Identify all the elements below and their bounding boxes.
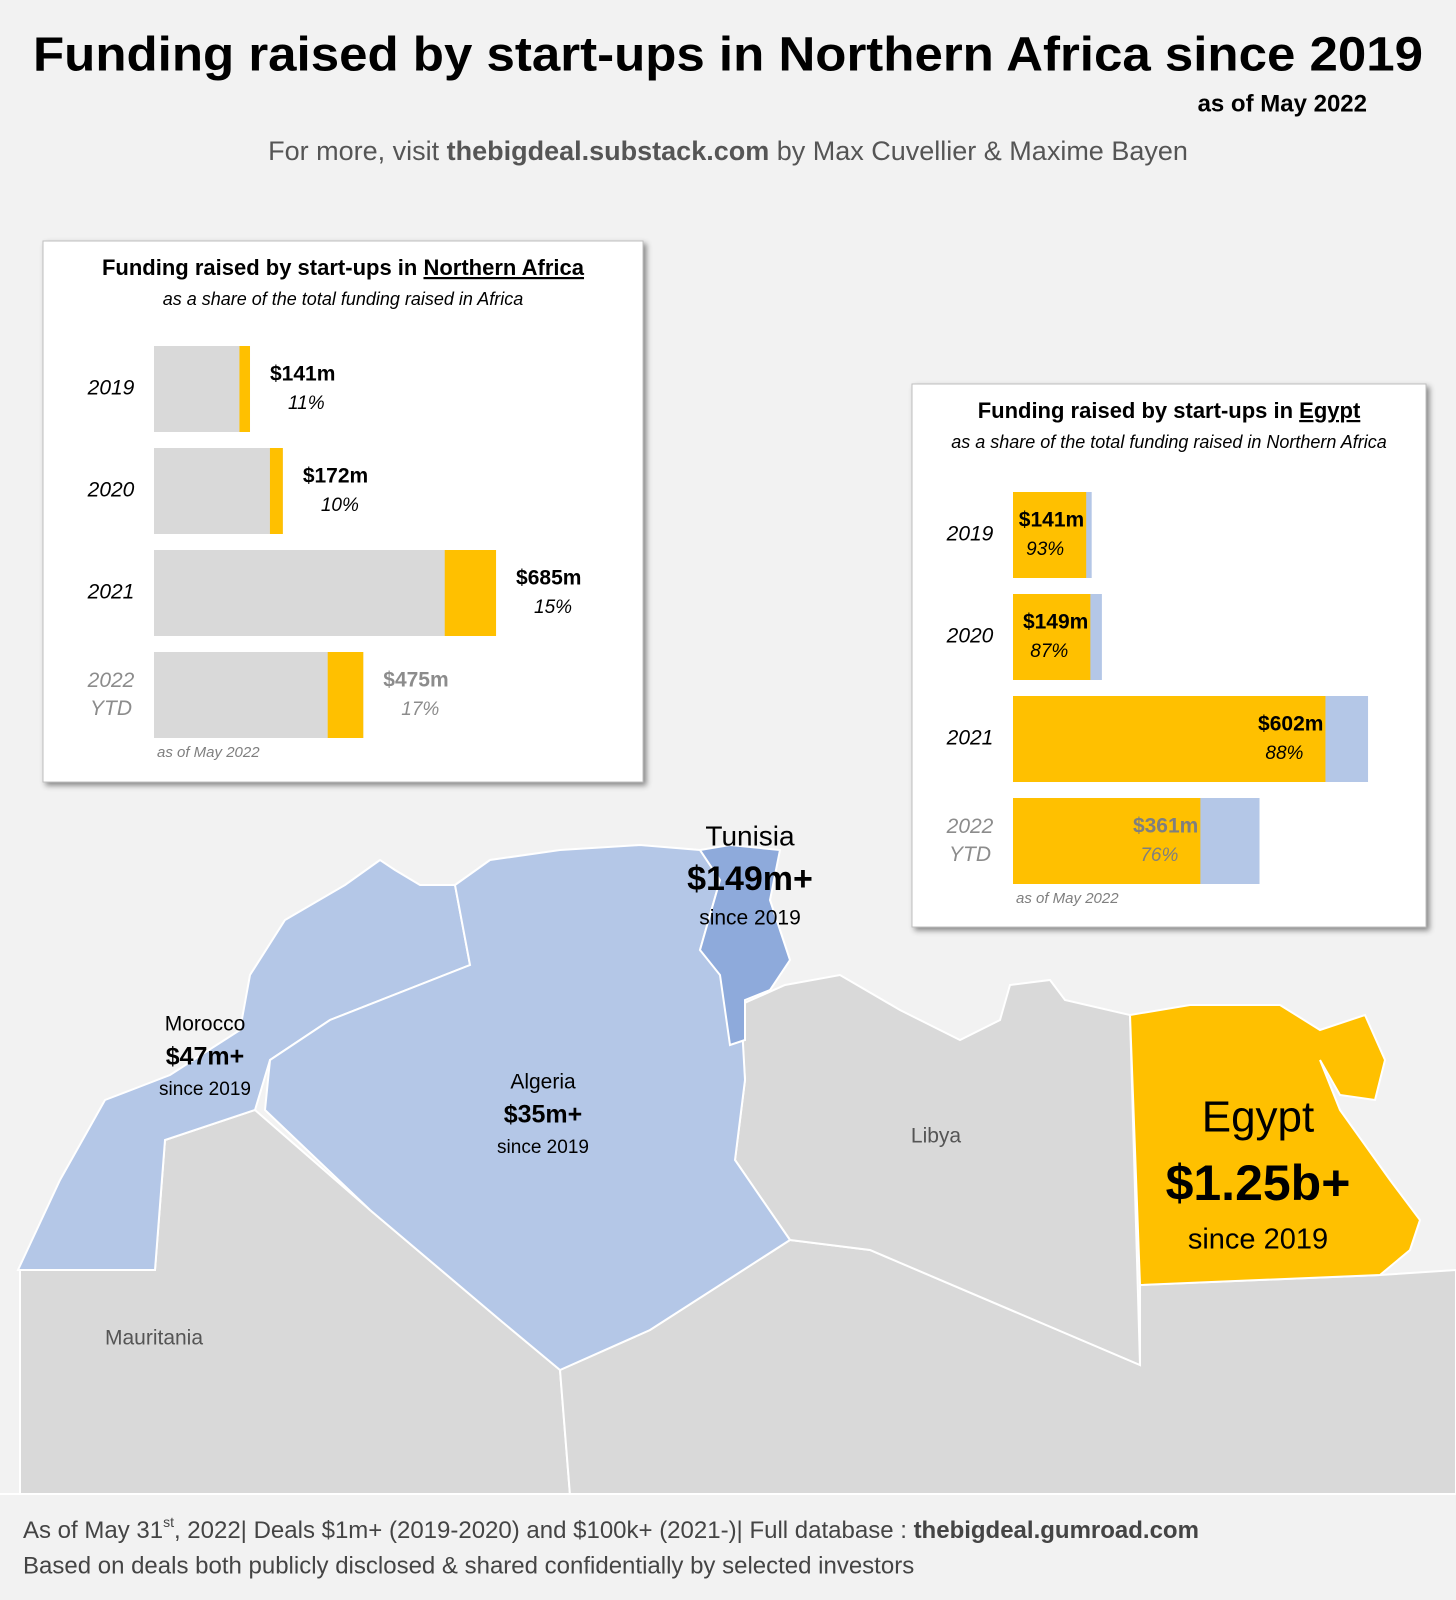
bar-part <box>1013 594 1091 680</box>
region-since: since 2019 <box>1188 1224 1328 1256</box>
subtitle-link: thebigdeal.substack.com <box>447 136 770 166</box>
bar-part <box>327 652 364 738</box>
category-label: 2022 YTD <box>946 815 994 866</box>
category-label: 2022 YTD <box>87 669 135 720</box>
value-label: $149m <box>1023 611 1088 634</box>
bar-total <box>154 550 497 636</box>
region-shape <box>698 843 792 1047</box>
panel-title: Funding raised by start-ups in Northern … <box>102 255 585 280</box>
value-label: $685m <box>516 567 581 590</box>
panel-subtitle: as a share of the total funding raised i… <box>163 289 524 309</box>
category-label: 2021 <box>87 581 135 604</box>
footer-sup: st <box>163 1514 174 1530</box>
bar-total <box>154 448 283 534</box>
region-name: Libya <box>911 1125 962 1148</box>
category-label: 2020 <box>87 479 135 502</box>
value-label: $361m <box>1133 815 1198 838</box>
charts: Funding raised by start-ups in Northern … <box>42 240 1427 928</box>
share-label: 88% <box>1265 743 1303 764</box>
share-label: 87% <box>1030 641 1068 662</box>
region-amount: $35m+ <box>504 1101 583 1129</box>
subtitle-text: For more, visit <box>268 136 447 166</box>
value-label: $475m <box>383 669 448 692</box>
panel-title-text: Funding raised by start-ups in <box>978 398 1299 423</box>
bar-part <box>1013 492 1087 578</box>
panel-title-focus: Northern Africa <box>423 255 584 280</box>
subtitle-text: by Max Cuvellier & Maxime Bayen <box>769 136 1188 166</box>
panel-title: Funding raised by start-ups in Egypt <box>978 398 1361 423</box>
region-shape <box>16 858 472 1271</box>
bar-part <box>1013 696 1326 782</box>
region-amount: $1.25b+ <box>1166 1155 1351 1211</box>
region-since: since 2019 <box>699 907 801 930</box>
bar-part <box>444 550 497 636</box>
chart-panel: Funding raised by start-ups in Northern … <box>42 240 644 783</box>
bar-part <box>239 346 251 432</box>
value-label: $141m <box>1019 509 1084 532</box>
region-name: Egypt <box>1202 1093 1315 1142</box>
share-label: 15% <box>534 597 572 618</box>
region-shape <box>263 843 792 1372</box>
share-label: 76% <box>1140 845 1178 866</box>
category-label: 2020 <box>946 625 994 648</box>
region-name: Tunisia <box>705 820 795 851</box>
footer-text: As of May 31 <box>23 1517 163 1544</box>
bar-part <box>1013 798 1201 884</box>
footer-band <box>0 1494 1456 1600</box>
bar-part <box>269 448 283 534</box>
panel-subtitle: as a share of the total funding raised i… <box>951 432 1387 452</box>
title: Funding raised by start-ups in Northern … <box>33 29 1423 82</box>
value-label: $602m <box>1258 713 1323 736</box>
share-label: 10% <box>321 495 359 516</box>
panel-note: as of May 2022 <box>1016 890 1119 907</box>
region-name: Algeria <box>510 1071 576 1094</box>
region-amount: $149m+ <box>687 860 813 898</box>
panel-title-focus: Egypt <box>1299 398 1361 423</box>
region-name: Morocco <box>165 1013 246 1036</box>
chart-panel: Funding raised by start-ups in Egypt as a… <box>911 383 1427 928</box>
category-label: 2021 <box>946 727 994 750</box>
category-label: 2019 <box>946 523 994 546</box>
value-label: $141m <box>270 363 335 386</box>
panel-note: as of May 2022 <box>157 744 260 761</box>
footer-line: Based on deals both publicly disclosed &… <box>23 1552 914 1579</box>
share-label: 17% <box>401 699 439 720</box>
footer-text: , 2022| Deals $1m+ (2019-2020) and $100k… <box>174 1517 914 1544</box>
date: as of May 2022 <box>1198 90 1367 117</box>
footer-link: thebigdeal.gumroad.com <box>914 1517 1199 1544</box>
share-label: 93% <box>1026 539 1064 560</box>
share-label: 11% <box>288 393 325 414</box>
region-name: Mauritania <box>105 1327 203 1350</box>
region-since: since 2019 <box>497 1137 589 1158</box>
panel-title-text: Funding raised by start-ups in <box>102 255 423 280</box>
region-since: since 2019 <box>159 1079 251 1100</box>
category-label: 2019 <box>87 377 135 400</box>
map <box>16 843 1456 1496</box>
region-shape <box>1128 1004 1422 1287</box>
bar-total <box>154 346 251 432</box>
value-label: $172m <box>303 465 368 488</box>
footer-line: As of May 31st, 2022| Deals $1m+ (2019-2… <box>23 1514 1199 1545</box>
region-amount: $47m+ <box>166 1043 245 1071</box>
subtitle: For more, visit thebigdeal.substack.com … <box>268 136 1188 166</box>
